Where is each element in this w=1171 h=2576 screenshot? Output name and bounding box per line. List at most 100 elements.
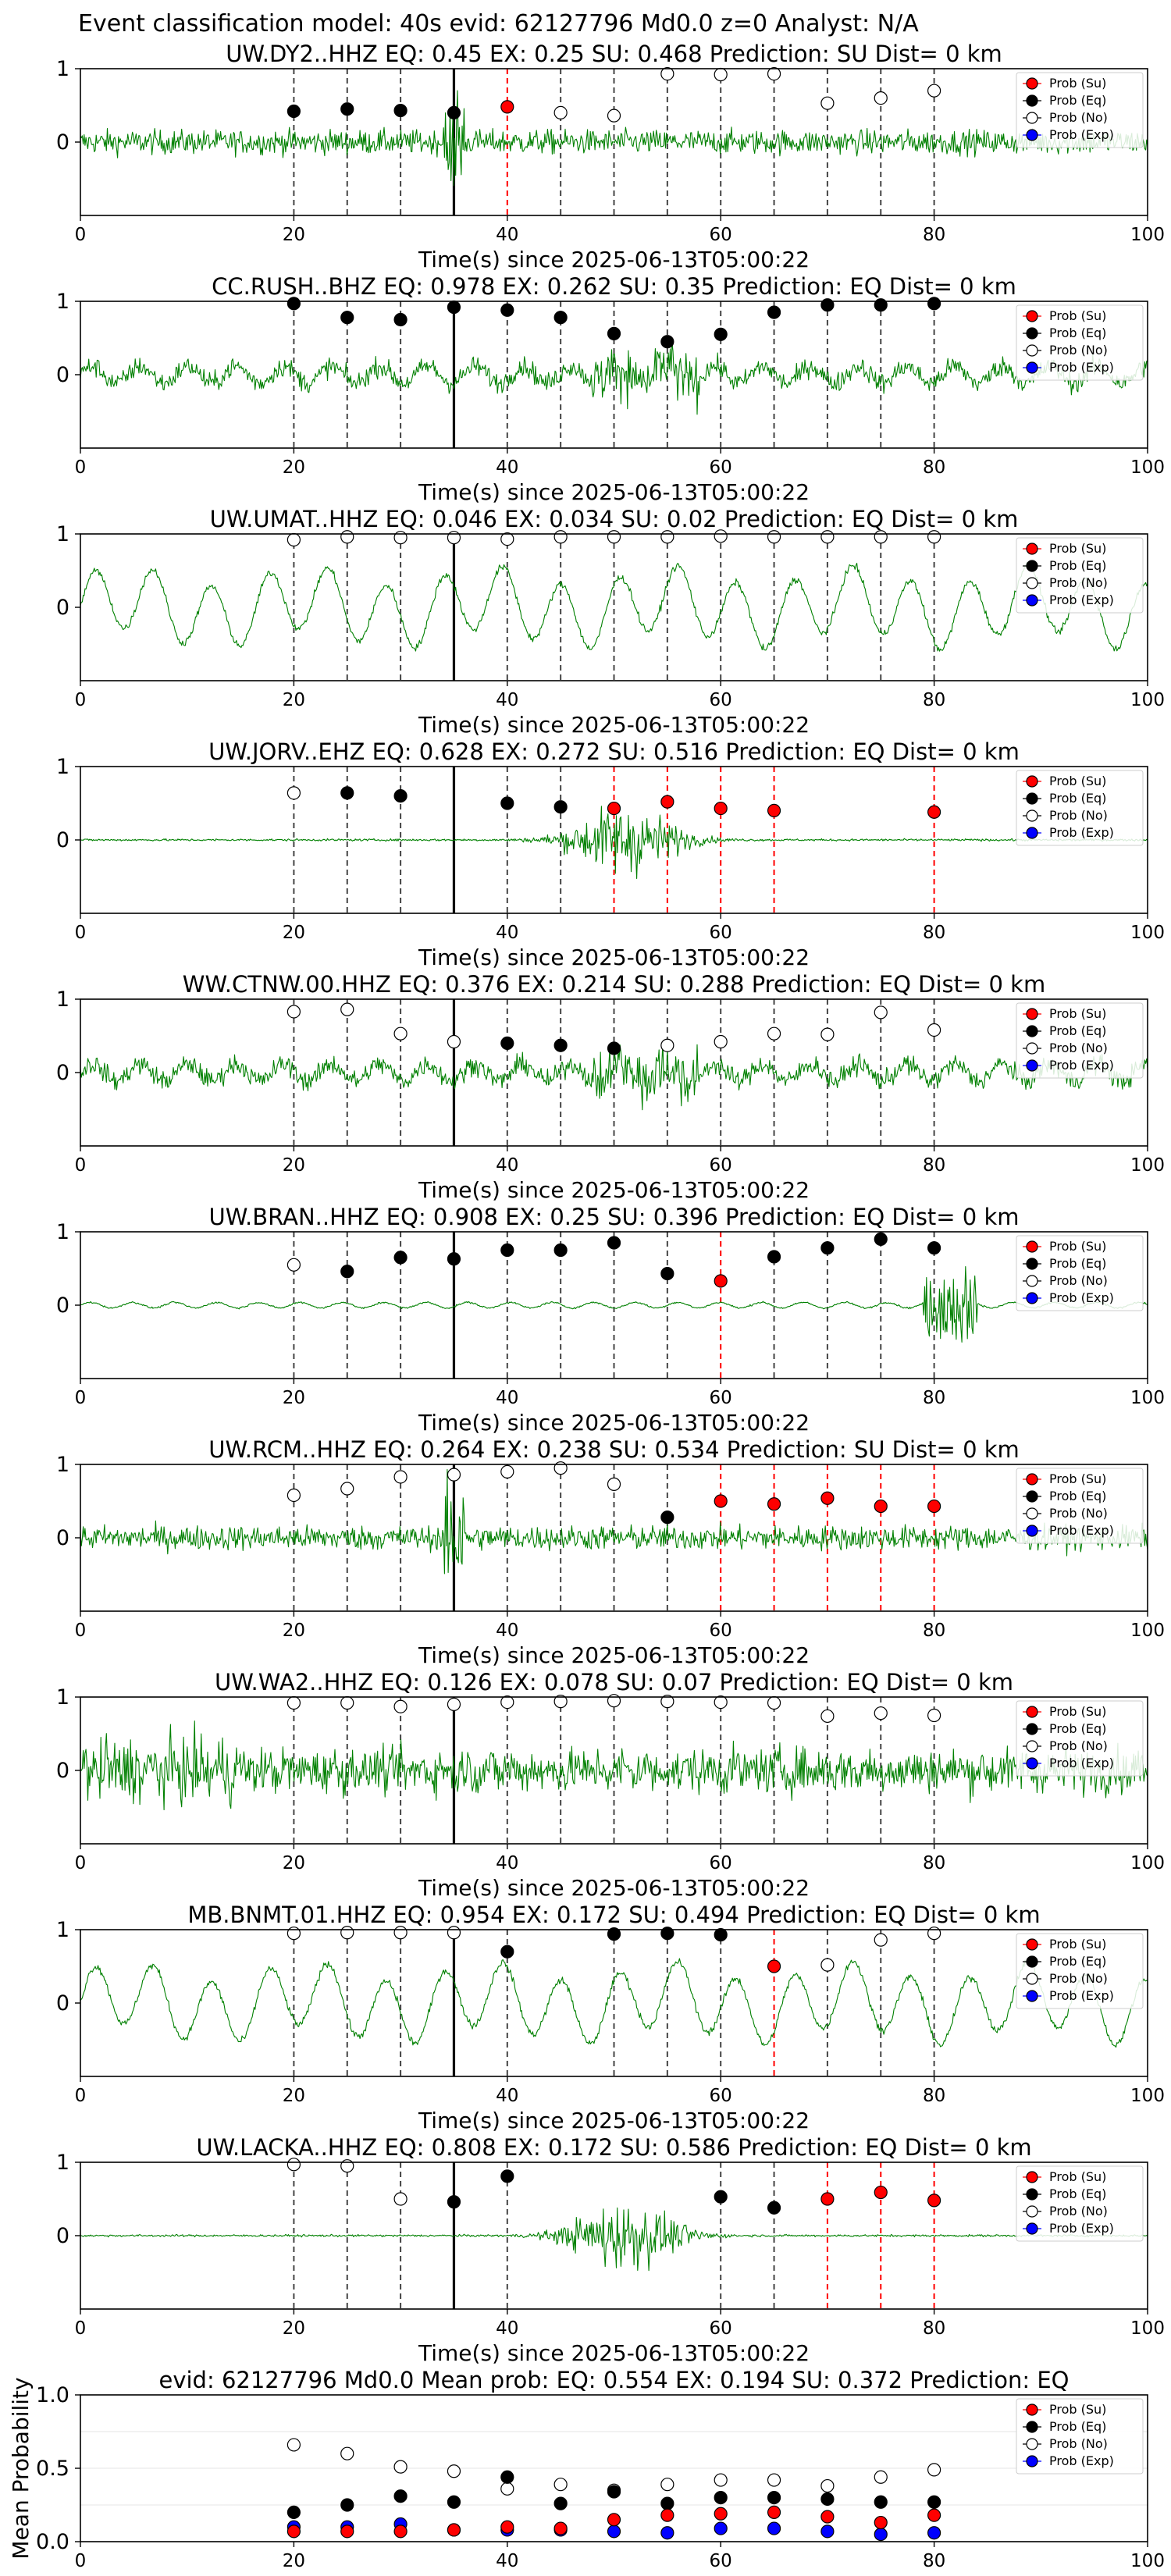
waveform-trace [80, 561, 1148, 652]
legend-marker [1026, 327, 1038, 340]
legend-marker [1026, 1292, 1038, 1304]
prob-point-no [553, 1695, 568, 1709]
prob-point-su [927, 2194, 941, 2208]
legend-marker [1026, 792, 1038, 805]
prob-point-eq [340, 102, 354, 116]
prob-point-no [874, 1005, 888, 1019]
legend-label: Prob (Exp) [1049, 127, 1114, 142]
legend-marker [1026, 2403, 1038, 2416]
y-tick-label: 1 [56, 290, 69, 314]
y-tick-label: 1 [56, 522, 69, 546]
mean-point-no [660, 2478, 674, 2492]
prob-point-eq [553, 800, 568, 814]
prob-point-eq [500, 303, 514, 317]
mean-point-su [767, 2505, 781, 2519]
legend-box [1016, 1002, 1144, 1079]
prob-point-no [393, 1026, 408, 1041]
x-tick-label: 20 [283, 2551, 305, 2571]
panel-title: UW.LACKA..HHZ EQ: 0.808 EX: 0.172 SU: 0.… [196, 2134, 1031, 2161]
x-tick-label: 100 [1130, 690, 1165, 710]
prob-point-no [767, 530, 781, 544]
x-tick-label: 20 [283, 923, 305, 943]
prob-point-su [714, 801, 728, 816]
prob-point-su [767, 1497, 781, 1511]
prob-point-su [874, 1499, 888, 1514]
legend-marker [1026, 1757, 1038, 1770]
prob-point-eq [447, 300, 461, 315]
x-tick-label: 0 [75, 225, 87, 245]
prob-point-no [767, 1695, 781, 1710]
legend-label: Prob (Eq) [1049, 1489, 1106, 1503]
prob-point-eq [447, 2195, 461, 2209]
legend-marker [1026, 1025, 1038, 1037]
legend-marker [1026, 1059, 1038, 1072]
legend-marker [1026, 1473, 1038, 1485]
prob-point-no [553, 105, 568, 119]
prob-point-no [287, 1695, 301, 1710]
legend-label: Prob (Su) [1049, 1006, 1106, 1021]
legend-marker [1026, 1973, 1038, 1985]
mean-point-no [447, 2464, 461, 2478]
prob-point-no [287, 1005, 301, 1019]
legend-label: Prob (Eq) [1049, 1954, 1106, 1969]
legend-marker [1026, 1008, 1038, 1020]
mean-point-eq [447, 2495, 461, 2509]
prob-point-no [660, 66, 674, 81]
mean-point-su [607, 2513, 621, 2527]
x-tick-label: 80 [923, 1155, 945, 1176]
prob-point-eq [447, 1252, 461, 1266]
prob-point-eq [660, 1510, 674, 1525]
legend-marker [1026, 2205, 1038, 2218]
prob-point-no [447, 1697, 461, 1711]
mean-point-exp [660, 2526, 674, 2540]
prob-point-no [287, 786, 301, 800]
waveform-trace [80, 342, 1148, 415]
mean-point-su [447, 2523, 461, 2537]
prob-point-no [447, 531, 461, 545]
legend-label: Prob (Su) [1049, 2169, 1106, 2184]
prob-point-no [874, 530, 888, 544]
prob-point-su [607, 801, 621, 816]
mean-point-su [874, 2515, 888, 2530]
prob-point-no [607, 1694, 621, 1708]
prob-point-su [500, 100, 514, 114]
x-axis-label: Time(s) since 2025-06-13T05:00:22 [418, 1177, 810, 1203]
prob-point-eq [767, 305, 781, 319]
legend-label: Prob (Su) [1049, 76, 1106, 91]
panel-4: UW.JORV..EHZ EQ: 0.628 EX: 0.272 SU: 0.5… [56, 738, 1165, 970]
mean-point-exp [767, 2521, 781, 2535]
legend-label: Prob (Su) [1049, 1471, 1106, 1486]
legend-marker [1026, 1275, 1038, 1287]
prob-point-no [287, 532, 301, 547]
x-tick-label: 100 [1130, 457, 1165, 478]
x-tick-label: 100 [1130, 1853, 1165, 1873]
legend-marker [1026, 2455, 1038, 2467]
prob-point-su [767, 803, 781, 818]
y-tick-label: 0 [56, 1061, 69, 1085]
prob-point-no [714, 67, 728, 82]
prob-point-eq [287, 297, 301, 311]
mean-point-eq [714, 2491, 728, 2505]
prob-point-no [927, 1708, 941, 1723]
prob-point-eq [607, 326, 621, 340]
x-tick-label: 80 [923, 1388, 945, 1408]
x-axis-label: Time(s) since 2025-06-13T05:00:22 [418, 2108, 810, 2133]
legend-box [1016, 2398, 1144, 2475]
legend-label: Prob (Eq) [1049, 791, 1106, 806]
y-tick-label: 0 [56, 1526, 69, 1550]
prob-point-su [660, 795, 674, 809]
mean-point-eq [553, 2496, 568, 2510]
x-tick-label: 80 [923, 2086, 945, 2106]
legend-box [1016, 1700, 1144, 1777]
prob-point-eq [500, 1944, 514, 1959]
prob-point-su [927, 805, 941, 819]
prob-point-no [767, 66, 781, 81]
legend-label: Prob (No) [1049, 1041, 1108, 1055]
prob-point-no [660, 1038, 674, 1052]
x-tick-label: 0 [75, 1853, 87, 1873]
panel-11: evid: 62127796 Md0.0 Mean prob: EQ: 0.55… [8, 2367, 1165, 2571]
prob-point-no [340, 1002, 354, 1016]
prob-point-no [767, 1026, 781, 1041]
x-tick-label: 80 [923, 1621, 945, 1641]
y-tick-label: 1 [56, 1453, 69, 1477]
